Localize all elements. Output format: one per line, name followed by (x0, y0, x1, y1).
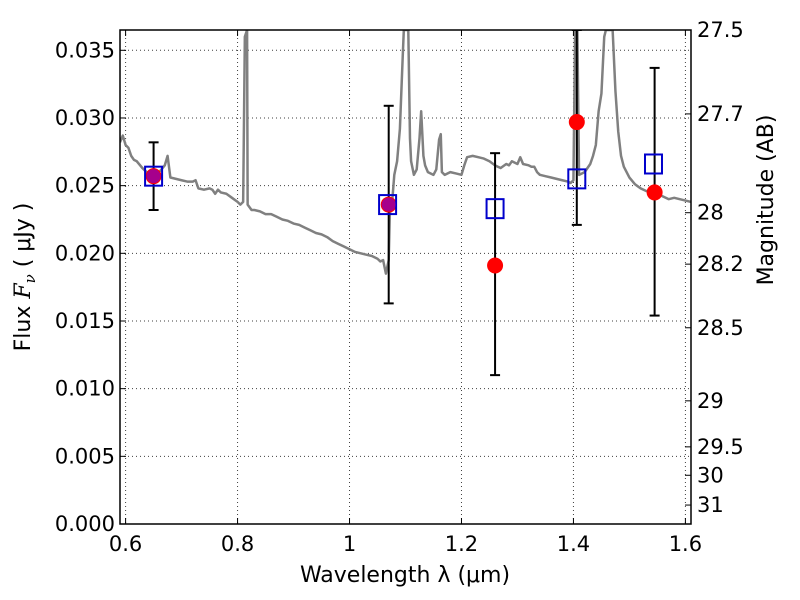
model-point (485, 198, 505, 220)
y-tick-label: 0.035 (55, 38, 115, 62)
x-tick-label: 0.8 (221, 532, 254, 556)
overlap-point (381, 197, 396, 212)
y-axis-label-left: Flux Fν ( μJy ) (11, 203, 39, 352)
model-point (144, 165, 164, 187)
right-tick-label: 31 (697, 493, 724, 517)
plot-frame (119, 29, 692, 525)
y-tick-label: 0.015 (55, 309, 115, 333)
right-tick-label: 30 (697, 463, 724, 487)
y-tick-label: 0.010 (55, 377, 115, 401)
plot-area (120, 30, 691, 377)
right-tick-label: 28.5 (697, 316, 744, 340)
x-axis-label: Wavelength λ (μm) (300, 563, 510, 588)
spectrum-line (120, 30, 691, 275)
x-tick-label: 1 (343, 532, 356, 556)
y-axis-label-right: Magnitude (AB) (754, 115, 779, 286)
y-tick-label: 0.020 (55, 241, 115, 265)
model-point (643, 153, 663, 175)
right-tick-label: 27.7 (697, 102, 744, 126)
x-tick-label: 1.6 (669, 532, 702, 556)
right-tick-label: 28 (697, 201, 724, 225)
y-tick-label: 0.005 (55, 444, 115, 468)
axis-ticks: 0.6 0.8 1 1.2 1.4 1.6 0.000 0.005 0.010 0.015 0.02… (55, 18, 744, 556)
x-tick-label: 1.4 (557, 532, 590, 556)
x-tick-label: 1.2 (445, 532, 478, 556)
observed-point (646, 184, 663, 201)
right-tick-label: 27.5 (697, 18, 744, 42)
overlap-point (146, 169, 161, 184)
y-tick-label: 0.000 (55, 512, 115, 536)
x-tick-label: 0.6 (109, 532, 142, 556)
y-tick-label: 0.030 (55, 106, 115, 130)
right-tick-label: 29.5 (697, 435, 744, 459)
observed-point (487, 257, 504, 274)
y-tick-label: 0.025 (55, 174, 115, 198)
right-tick-label: 28.2 (697, 252, 744, 276)
right-tick-label: 29 (697, 389, 724, 413)
model-point (567, 168, 587, 190)
model-point (378, 194, 398, 216)
observed-point (568, 114, 585, 131)
